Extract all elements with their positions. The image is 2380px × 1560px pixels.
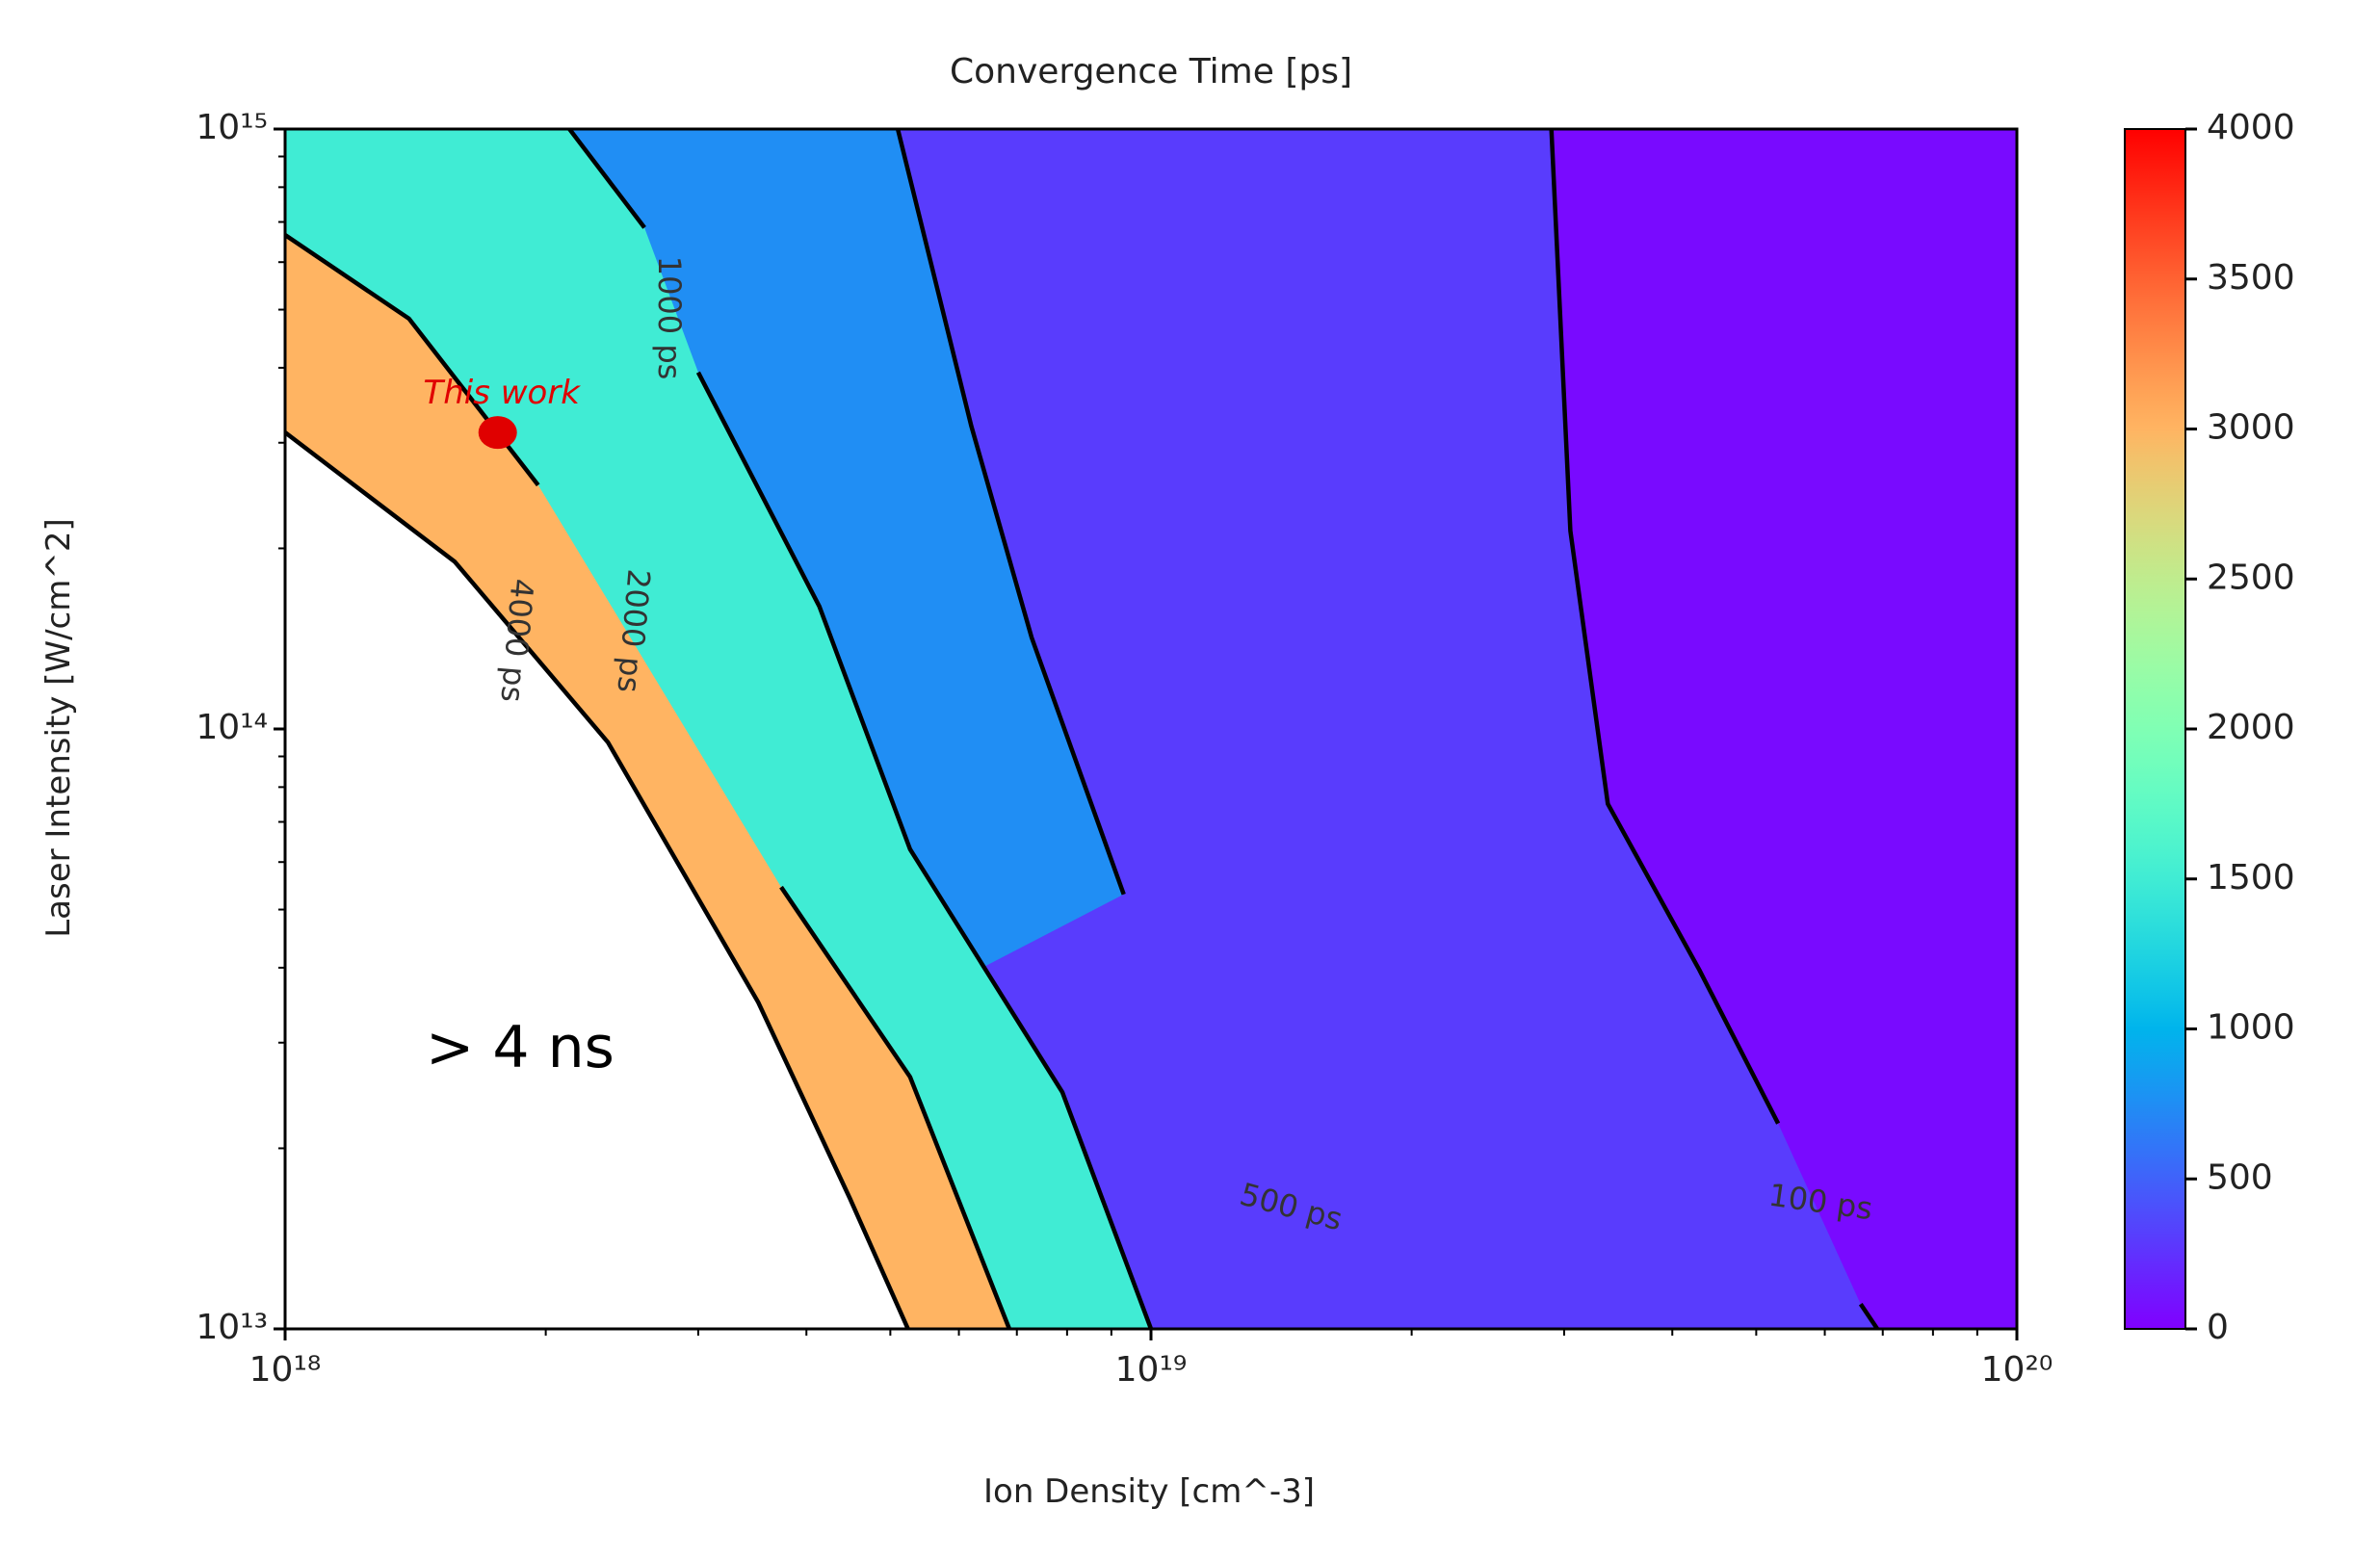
colorbar-tick-label: 2500	[2207, 558, 2295, 597]
y-tick-label: 10¹⁵	[196, 108, 268, 147]
point-label: This work	[423, 374, 581, 412]
x-tick-label: 10²⁰	[1981, 1350, 2053, 1390]
colorbar-tick-label: 500	[2207, 1157, 2273, 1197]
point-marker	[478, 416, 517, 450]
contour-fill	[285, 432, 908, 1329]
y-tick-label: 10¹³	[196, 1308, 268, 1347]
colorbar-tick-label: 0	[2207, 1308, 2229, 1347]
contour-label: 1000 ps	[651, 256, 688, 380]
colorbar-tick-label: 4000	[2207, 108, 2295, 147]
x-tick-label: 10¹⁹	[1115, 1350, 1188, 1390]
contour-line	[567, 129, 1154, 1329]
y-tick-label: 10¹⁴	[196, 708, 268, 747]
colorbar-tick-label: 2000	[2207, 708, 2295, 747]
colorbar-tick-label: 1500	[2207, 858, 2295, 897]
contour-line	[285, 430, 910, 1329]
x-axis-label: Ion Density [cm^-3]	[983, 1472, 1315, 1511]
annotation: > 4 ns	[426, 1014, 615, 1081]
colorbar	[2124, 128, 2186, 1330]
colorbar-tick-label: 1000	[2207, 1008, 2295, 1048]
colorbar-tick-label: 3000	[2207, 408, 2295, 448]
y-axis-label: Laser Intensity [W/cm^2]	[39, 518, 78, 938]
chart-title: Convergence Time [ps]	[950, 52, 1352, 91]
x-tick-label: 10¹⁸	[249, 1350, 322, 1390]
contour-line	[895, 129, 1126, 896]
plot-area	[285, 129, 2017, 1329]
contour-line	[1549, 129, 1879, 1329]
colorbar-tick-label: 3500	[2207, 258, 2295, 298]
